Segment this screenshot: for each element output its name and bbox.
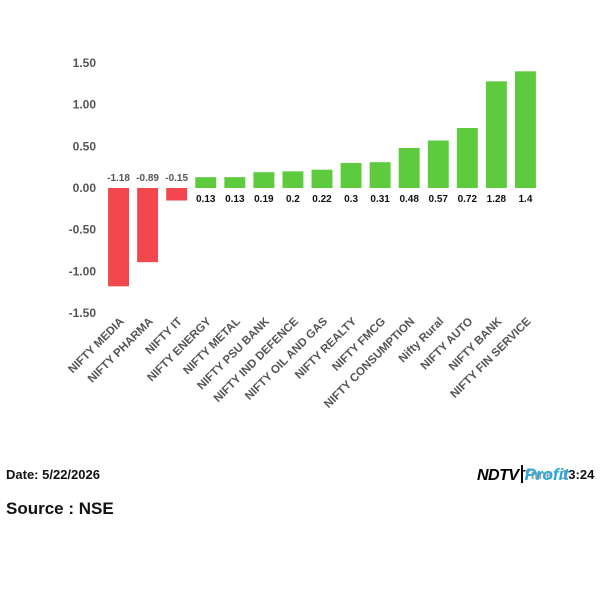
bar bbox=[456, 128, 478, 188]
source-label: Source : NSE bbox=[6, 499, 114, 518]
date-label: Date: 5/22/2026 bbox=[6, 467, 100, 482]
y-axis-ticks: 1.50 1.00 0.50 0.00 -0.50 -1.00 -1.50 bbox=[69, 56, 97, 320]
y-tick-label: -1.00 bbox=[69, 264, 97, 278]
ndtv-profit-logo: NDTV Profit bbox=[477, 465, 569, 491]
y-tick-label: -1.50 bbox=[69, 306, 97, 320]
data-label: 0.57 bbox=[429, 194, 449, 205]
data-label: 0.72 bbox=[458, 194, 478, 205]
bar bbox=[224, 177, 246, 188]
y-tick-label: 0.00 bbox=[73, 181, 97, 195]
y-tick-label: -0.50 bbox=[69, 223, 97, 237]
data-label: 0.19 bbox=[254, 194, 274, 205]
logo-divider bbox=[520, 465, 523, 483]
bar bbox=[369, 162, 391, 188]
logo-profit-text: Profit bbox=[524, 465, 569, 484]
bar bbox=[311, 169, 333, 188]
bar bbox=[253, 172, 275, 188]
y-tick-label: 0.50 bbox=[73, 139, 97, 153]
bar bbox=[398, 148, 420, 188]
bar bbox=[340, 163, 362, 188]
data-label: -0.89 bbox=[136, 173, 159, 184]
bar bbox=[166, 188, 188, 201]
bar bbox=[427, 140, 449, 188]
bar bbox=[485, 81, 507, 188]
value-labels: -1.18 -0.89 -0.15 0.13 0.13 0.19 0.2 0.22 0.3 0.3… bbox=[107, 173, 533, 205]
data-label: 0.3 bbox=[344, 194, 358, 205]
data-label: 0.22 bbox=[312, 194, 332, 205]
bar-chart: 1.50 1.00 0.50 0.00 -0.50 -1.00 -1.50 -1.18 -0.… bbox=[66, 56, 536, 411]
data-label: 1.4 bbox=[519, 194, 533, 205]
bar bbox=[108, 188, 129, 287]
data-label: 0.31 bbox=[370, 194, 390, 205]
data-label: 0.13 bbox=[225, 194, 245, 205]
data-label: 0.48 bbox=[399, 194, 419, 205]
y-tick-label: 1.00 bbox=[73, 98, 97, 112]
y-tick-label: 1.50 bbox=[73, 56, 97, 70]
data-label: 1.28 bbox=[487, 194, 507, 205]
bar bbox=[137, 188, 159, 263]
bar bbox=[195, 177, 217, 188]
bar bbox=[282, 171, 304, 188]
data-label: 0.2 bbox=[286, 194, 300, 205]
bar bbox=[515, 71, 536, 188]
logo-ndtv-text: NDTV bbox=[477, 467, 519, 484]
data-label: 0.13 bbox=[196, 194, 216, 205]
bars bbox=[108, 71, 536, 287]
data-label: -1.18 bbox=[107, 173, 130, 184]
data-label: -0.15 bbox=[165, 173, 188, 184]
